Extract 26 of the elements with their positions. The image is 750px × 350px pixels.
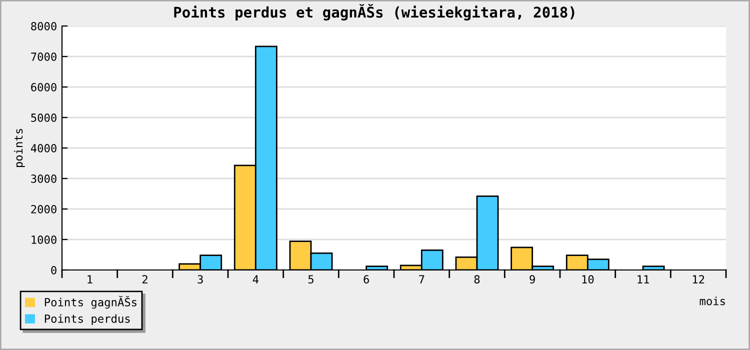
y-tick-label: 1000 (32, 236, 56, 244)
x-tick-label: 11 (638, 275, 649, 284)
x-tick-label: 6 (364, 275, 369, 284)
y-tick-label: 5000 (31, 114, 56, 122)
x-tick-label: 2 (142, 275, 148, 284)
y-axis-title: points (14, 129, 25, 168)
x-tick-label: 3 (198, 275, 203, 284)
x-tick-label: 4 (252, 275, 258, 284)
x-tick-label: 8 (474, 275, 480, 284)
y-tick-label: 4000 (30, 144, 56, 152)
x-tick-label: 1 (88, 275, 92, 284)
y-tick-label: 2000 (31, 205, 56, 214)
y-tick-label: 0 (51, 266, 56, 274)
y-tick-label: 3000 (31, 174, 56, 183)
x-tick-label: 7 (419, 275, 424, 284)
y-tick-label: 7000 (31, 52, 56, 61)
legend-label: Points gagnĂŠs (44, 296, 136, 309)
x-tick-label: 10 (582, 275, 594, 284)
legend-label: Points perdus (44, 314, 130, 325)
x-axis-title: mois (700, 296, 725, 306)
chart-title: Points perdus et gagnĂŠs (wiesiekgitara, 2018) (174, 4, 574, 21)
x-tick-label: 5 (308, 275, 314, 284)
x-tick-label: 12 (692, 275, 704, 284)
x-tick-label: 9 (530, 275, 535, 284)
y-tick-label: 6000 (31, 83, 56, 92)
y-tick-label: 8000 (31, 22, 56, 30)
